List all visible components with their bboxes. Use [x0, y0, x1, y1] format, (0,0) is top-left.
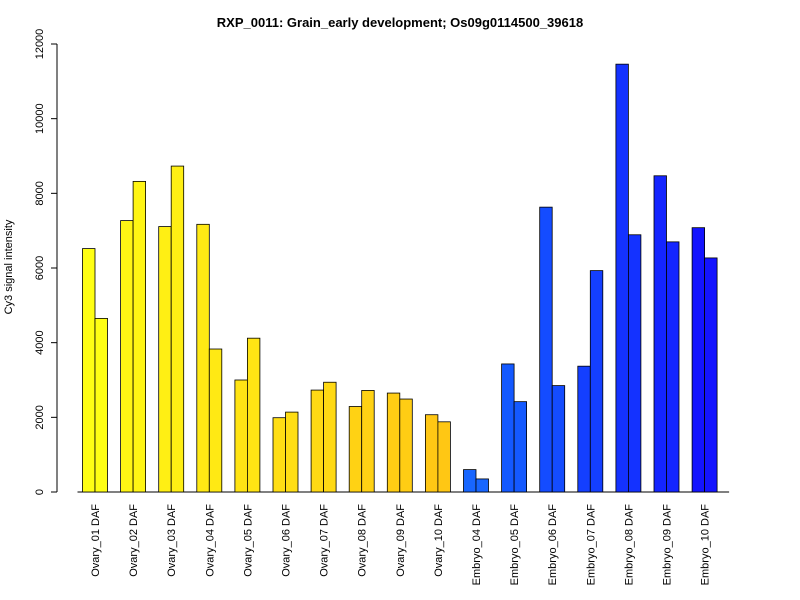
bar — [577, 365, 591, 493]
bar — [615, 63, 629, 493]
bar — [628, 234, 642, 493]
bar — [323, 381, 337, 493]
bar — [310, 389, 325, 493]
bar — [170, 165, 185, 493]
x-tick-label: Embryo_04 DAF — [471, 504, 483, 586]
bar — [704, 257, 718, 493]
bar — [589, 270, 604, 493]
bar — [94, 317, 108, 493]
y-tick-label: 12000 — [34, 29, 46, 60]
bar — [272, 417, 286, 493]
x-tick-label: Embryo_05 DAF — [509, 504, 521, 586]
y-axis-label: Cy3 signal intensity — [3, 219, 15, 314]
x-tick-label: Embryo_08 DAF — [623, 504, 635, 586]
x-tick-label: Ovary_03 DAF — [166, 504, 178, 577]
x-tick-label: Ovary_08 DAF — [357, 504, 369, 577]
bar — [539, 206, 553, 493]
x-tick-label: Ovary_01 DAF — [90, 504, 102, 577]
bar — [475, 478, 489, 493]
bar — [463, 469, 477, 493]
bar — [361, 390, 375, 493]
y-tick-label: 4000 — [34, 330, 46, 354]
x-tick-label: Ovary_05 DAF — [242, 504, 254, 577]
bar — [208, 348, 223, 493]
bar — [399, 398, 413, 493]
bar — [501, 363, 515, 493]
bar — [348, 406, 363, 493]
bar — [246, 337, 261, 493]
bar — [386, 392, 401, 493]
bar — [653, 175, 667, 493]
x-tick-label: Embryo_10 DAF — [700, 504, 712, 586]
bar — [691, 227, 705, 493]
chart-title: RXP_0011: Grain_early development; Os09g… — [217, 15, 583, 30]
y-axis: 0 2000 4000 6000 8000 10000 12000 — [34, 29, 58, 495]
bar — [424, 414, 439, 493]
y-tick-label: 6000 — [34, 256, 46, 280]
x-tick-label: Ovary_06 DAF — [281, 504, 293, 577]
y-tick-label: 0 — [34, 489, 46, 495]
x-tick-label: Ovary_07 DAF — [319, 504, 331, 577]
bar — [196, 223, 210, 493]
bar — [132, 180, 147, 493]
x-tick-label: Ovary_02 DAF — [128, 504, 140, 577]
x-tick-label: Embryo_07 DAF — [585, 504, 597, 586]
y-tick-label: 8000 — [34, 181, 46, 205]
bar — [120, 220, 134, 493]
bar — [666, 241, 680, 493]
x-tick-label: Ovary_09 DAF — [395, 504, 407, 577]
bar — [285, 411, 299, 493]
bar — [158, 226, 172, 493]
bar — [234, 379, 248, 493]
y-tick-label: 2000 — [34, 405, 46, 429]
x-tick-label: Embryo_09 DAF — [662, 504, 674, 586]
bar — [82, 248, 96, 493]
bars — [82, 63, 718, 493]
y-tick-label: 10000 — [34, 103, 46, 134]
bar — [551, 385, 566, 493]
bar — [513, 401, 527, 493]
bar — [437, 421, 451, 493]
x-tick-label: Ovary_10 DAF — [433, 504, 445, 577]
x-tick-label: Ovary_04 DAF — [204, 504, 216, 577]
x-tick-labels: Ovary_01 DAF Ovary_02 DAF Ovary_03 DAF Ovar… — [90, 504, 712, 586]
x-tick-label: Embryo_06 DAF — [547, 504, 559, 586]
